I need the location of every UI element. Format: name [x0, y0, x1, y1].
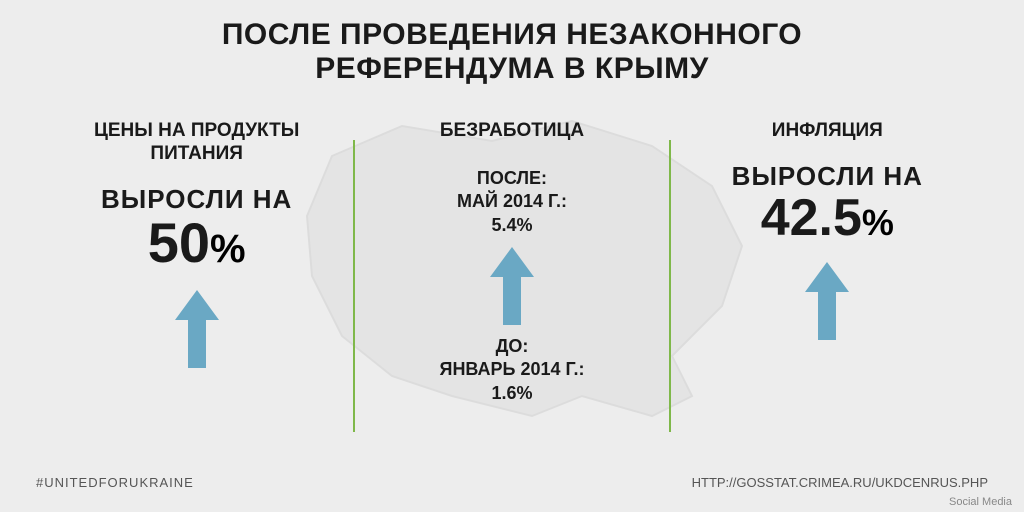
- col-infl-value-row: 42.5%: [761, 192, 894, 244]
- before-date: ЯНВАРЬ 2014 Г.:: [440, 358, 585, 381]
- arrow-up-icon: [805, 262, 849, 340]
- col-food-arrow-wrap: [175, 290, 219, 368]
- col-unemp-after: ПОСЛЕ: МАЙ 2014 Г.: 5.4%: [457, 167, 567, 237]
- arrow-up-icon: [175, 290, 219, 368]
- main-title: ПОСЛЕ ПРОВЕДЕНИЯ НЕЗАКОННОГО РЕФЕРЕНДУМА…: [0, 18, 1024, 86]
- col-unemp-arrow-wrap: [490, 247, 534, 325]
- col-infl-arrow-wrap: [805, 262, 849, 340]
- col-inflation: ИНФЛЯЦИЯ ВЫРОСЛИ НА 42.5%: [671, 120, 984, 452]
- after-label: ПОСЛЕ:: [457, 167, 567, 190]
- col-food: ЦЕНЫ НА ПРОДУКТЫ ПИТАНИЯ ВЫРОСЛИ НА 50%: [40, 120, 353, 452]
- footer-hashtag: #UNITEDFORUKRAINE: [36, 475, 194, 490]
- col-infl-pct: %: [862, 202, 894, 243]
- title-line-1: ПОСЛЕ ПРОВЕДЕНИЯ НЕЗАКОННОГО: [0, 18, 1024, 52]
- footer-source-url: HTTP://GOSSTAT.CRIMEA.RU/UKDCENRUS.PHP: [692, 475, 988, 490]
- col-infl-value: 42.5: [761, 189, 862, 247]
- col-food-heading: ЦЕНЫ НА ПРОДУКТЫ ПИТАНИЯ: [94, 120, 299, 166]
- col-food-value-row: 50%: [148, 215, 246, 272]
- col-food-pct: %: [210, 227, 246, 271]
- after-value: 5.4%: [457, 214, 567, 237]
- arrow-up-icon: [490, 247, 534, 325]
- col-infl-heading: ИНФЛЯЦИЯ: [772, 120, 883, 143]
- col-unemployment: БЕЗРАБОТИЦА ПОСЛЕ: МАЙ 2014 Г.: 5.4% ДО:…: [355, 120, 668, 452]
- col-unemp-heading: БЕЗРАБОТИЦА: [440, 120, 584, 143]
- col-infl-grow-label: ВЫРОСЛИ НА: [732, 161, 923, 192]
- before-value: 1.6%: [440, 382, 585, 405]
- before-label: ДО:: [440, 335, 585, 358]
- image-credit: Social Media: [949, 496, 1012, 508]
- after-date: МАЙ 2014 Г.:: [457, 190, 567, 213]
- col-unemp-before: ДО: ЯНВАРЬ 2014 Г.: 1.6%: [440, 335, 585, 405]
- title-line-2: РЕФЕРЕНДУМА В КРЫМУ: [0, 52, 1024, 86]
- col-food-value: 50: [148, 211, 210, 274]
- columns-container: ЦЕНЫ НА ПРОДУКТЫ ПИТАНИЯ ВЫРОСЛИ НА 50% …: [40, 120, 984, 452]
